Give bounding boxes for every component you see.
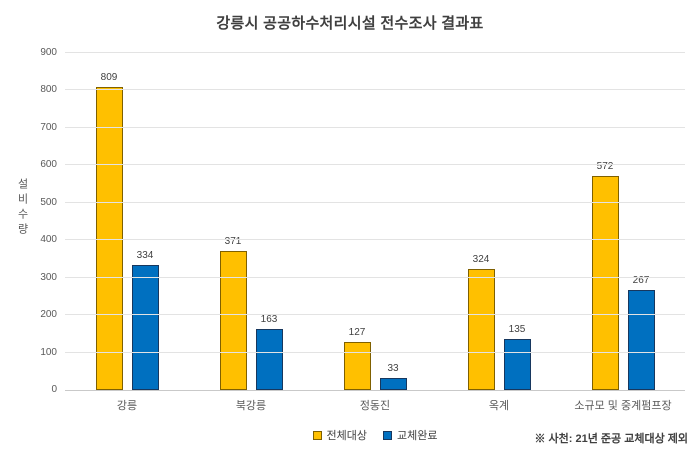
bar-value-label: 135 (508, 324, 526, 336)
bar-groups: 809 334 371 163 127 33 324 135 572 267 (65, 53, 685, 390)
bar-with-label: 33 (379, 362, 407, 390)
bar-with-label: 135 (503, 324, 531, 390)
legend: 전체대상 교체완료 (65, 427, 685, 443)
y-tick-label: 0 (51, 384, 57, 395)
bar-value-label: 33 (387, 362, 399, 374)
bar (131, 264, 159, 390)
bar (591, 175, 619, 390)
x-category-label: 북강릉 (235, 400, 267, 412)
bar-group: 371 163 (189, 53, 313, 390)
y-tick-label: 300 (40, 271, 57, 283)
y-tick-label: 700 (40, 121, 57, 133)
legend-item: 전체대상 (312, 427, 367, 443)
x-category-label: 정동진 (359, 400, 391, 412)
x-axis-category-labels: 강릉 북강릉 정동진 옥계 소규모 및 중계펌프장 (65, 397, 685, 413)
chart-title: 강릉시 공공하수처리시설 전수조사 결과표 (216, 15, 484, 32)
gridline (65, 314, 685, 316)
bar (219, 251, 247, 390)
footnote: ※ 사천: 21년 준공 교체대상 제외 (534, 433, 689, 445)
x-category-label: 소규모 및 중계펌프장 (574, 400, 672, 412)
gridline (65, 126, 685, 128)
bar-group: 572 267 (561, 53, 685, 390)
gridline (65, 164, 685, 166)
legend-label: 교체완료 (397, 430, 438, 442)
y-axis-tick-labels: 0 100 200 300 400 500 600 700 800 900 (0, 48, 57, 395)
gridline (65, 276, 685, 278)
gridline (65, 239, 685, 241)
legend-swatch (312, 430, 322, 440)
bar-with-label: 809 (95, 72, 123, 390)
y-tick-label: 200 (40, 309, 57, 321)
bar-value-label: 572 (596, 160, 614, 172)
bar-group: 809 334 (65, 53, 189, 390)
bar-with-label: 267 (627, 275, 655, 390)
bar (627, 290, 655, 390)
y-tick-label: 100 (40, 346, 57, 358)
bar (379, 377, 407, 390)
plot-area: 809 334 371 163 127 33 324 135 572 267 (65, 52, 685, 391)
y-tick-label: 400 (40, 234, 57, 246)
bar (467, 268, 495, 390)
y-tick-label: 500 (40, 196, 57, 208)
gridline (65, 52, 685, 53)
bar-with-label: 371 (219, 236, 247, 390)
bar-value-label: 334 (136, 249, 154, 261)
bar (95, 87, 123, 390)
bar (255, 328, 283, 390)
bar-with-label: 572 (591, 160, 619, 390)
y-tick-label: 600 (40, 159, 57, 171)
bar-with-label: 334 (131, 249, 159, 390)
bar-value-label: 371 (224, 236, 242, 248)
bar-value-label: 127 (348, 327, 366, 339)
x-category-label: 강릉 (116, 400, 138, 412)
bar-value-label: 163 (260, 313, 278, 325)
gridline (65, 89, 685, 91)
legend-swatch (383, 430, 392, 440)
y-tick-label: 900 (40, 47, 57, 58)
bar-with-label: 163 (255, 313, 283, 390)
bar-value-label: 324 (472, 253, 490, 265)
gridline (65, 201, 685, 203)
bar-group: 127 33 (313, 53, 437, 390)
y-tick-label: 800 (40, 84, 57, 96)
y-axis-title: 설비수량 (16, 178, 28, 238)
legend-label: 전체대상 (326, 430, 367, 442)
gridline (65, 351, 685, 353)
bar-value-label: 267 (632, 275, 650, 287)
bar-with-label: 127 (343, 327, 371, 390)
bar (343, 342, 371, 390)
x-category-label: 옥계 (488, 400, 510, 412)
bar-value-label: 809 (100, 72, 118, 84)
bar-with-label: 324 (467, 253, 495, 390)
bar (503, 339, 531, 390)
bar-group: 324 135 (437, 53, 561, 390)
legend-item: 교체완료 (383, 427, 437, 443)
